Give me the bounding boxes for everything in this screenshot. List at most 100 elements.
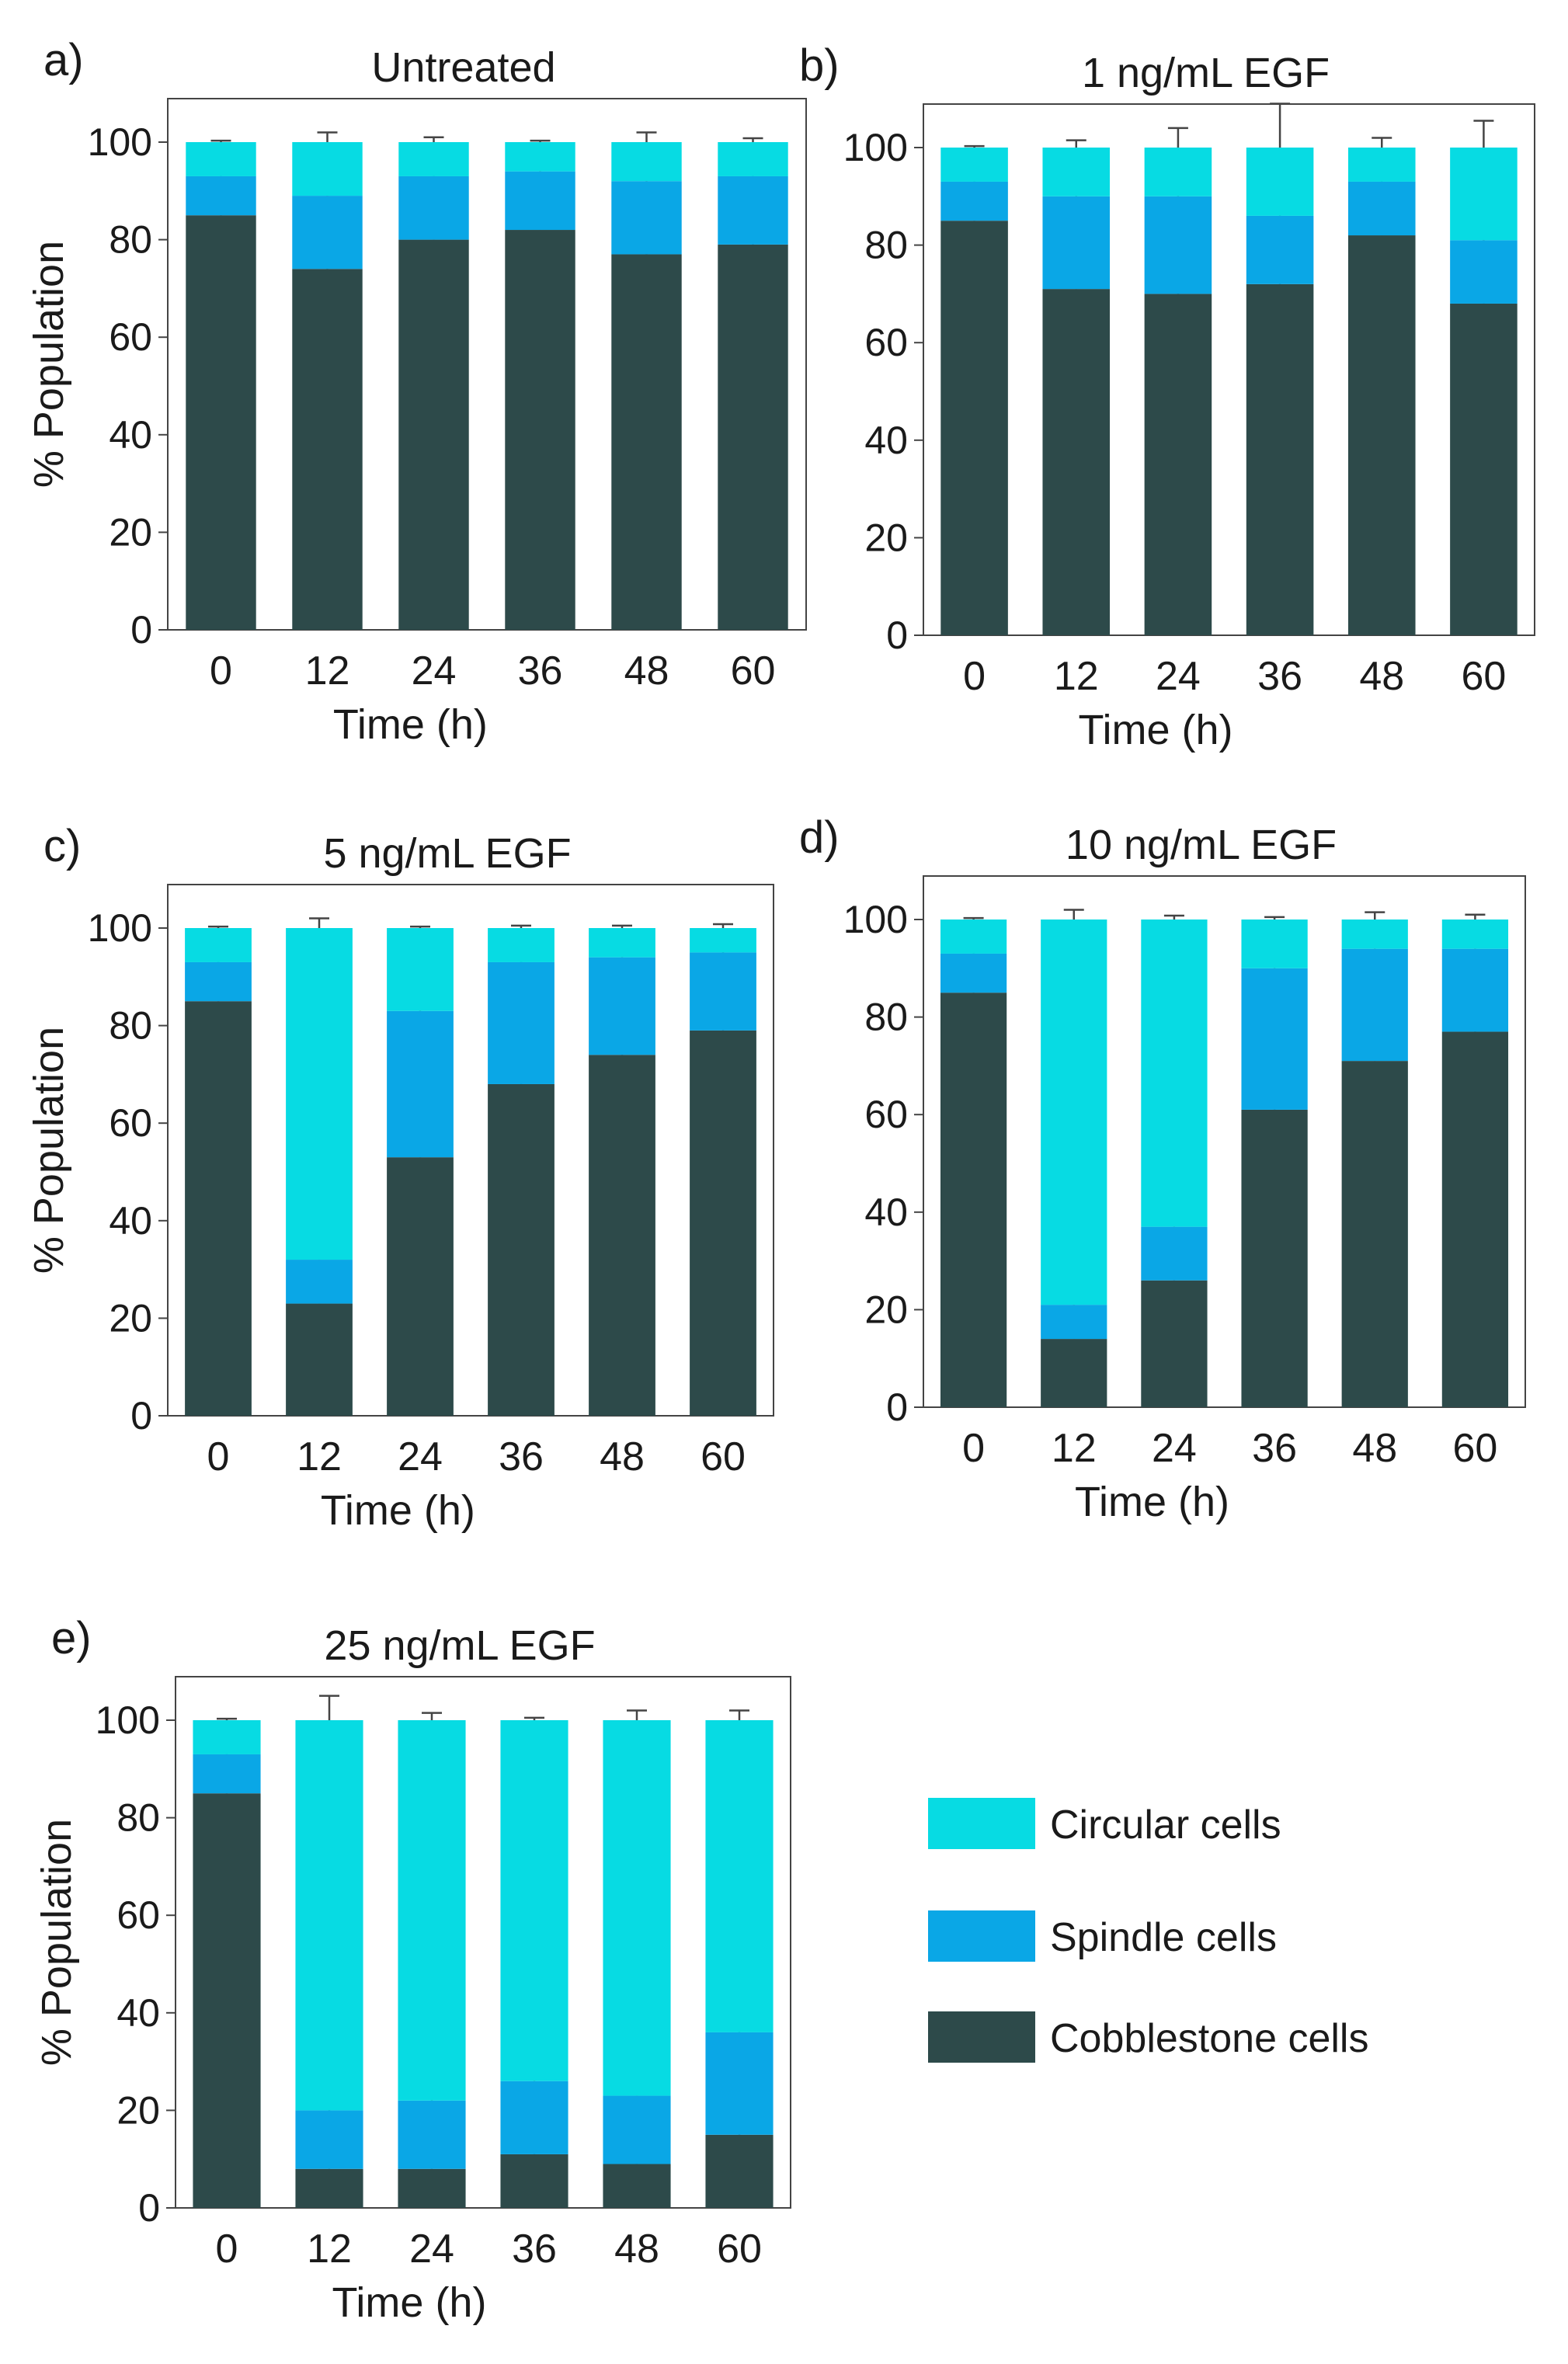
bar-spindle-24 xyxy=(387,1010,454,1158)
bar-circular-0 xyxy=(940,920,1007,954)
bar-circular-12 xyxy=(295,1720,363,2111)
bar-cobblestone-48 xyxy=(603,2164,671,2208)
panel-label: a) xyxy=(43,35,84,85)
x-tick-label: 24 xyxy=(1156,654,1201,699)
y-tick-label: 100 xyxy=(96,1698,160,1742)
bar-circular-48 xyxy=(589,928,655,958)
bar-spindle-12 xyxy=(1041,1305,1107,1340)
bar-spindle-36 xyxy=(500,2081,568,2154)
chart-title: 5 ng/mL EGF xyxy=(323,830,571,877)
bar-circular-36 xyxy=(1241,920,1308,968)
x-tick-label: 48 xyxy=(1359,654,1404,699)
legend-label-cobblestone: Cobblestone cells xyxy=(1050,2016,1368,2061)
y-tick-label: 80 xyxy=(116,1796,160,1840)
bar-circular-36 xyxy=(505,142,575,172)
bar-circular-12 xyxy=(286,928,353,1260)
x-tick-label: 36 xyxy=(1252,1426,1297,1471)
bar-circular-60 xyxy=(705,1720,774,2032)
bar-spindle-12 xyxy=(292,196,363,269)
chart-panel-b: 0 20 40 60 80 100 0 12 24 36 48 60 Time (h) 1 ng/mL E… xyxy=(799,40,1535,753)
plot-frame xyxy=(175,1676,791,2209)
bar-spindle-48 xyxy=(589,957,655,1055)
bar-circular-0 xyxy=(185,928,252,962)
bar-circular-48 xyxy=(603,1720,671,2096)
x-axis-label: Time (h) xyxy=(321,1487,475,1534)
x-tick-label: 0 xyxy=(963,654,986,699)
bar-spindle-0 xyxy=(940,181,1008,221)
bar-cobblestone-36 xyxy=(488,1083,555,1416)
x-tick-label: 36 xyxy=(512,2227,557,2272)
y-tick-label: 80 xyxy=(864,996,908,1039)
bar-cobblestone-0 xyxy=(185,1001,252,1416)
bar-circular-36 xyxy=(1246,148,1314,216)
bar-cobblestone-24 xyxy=(1144,294,1212,635)
x-tick-label: 36 xyxy=(518,648,563,694)
plot-frame xyxy=(167,98,807,631)
y-tick-label: 0 xyxy=(130,1394,152,1438)
x-tick-label: 60 xyxy=(1461,654,1506,699)
x-tick-label: 60 xyxy=(731,648,776,694)
bar-spindle-24 xyxy=(398,2100,466,2169)
x-tick-label: 0 xyxy=(962,1426,985,1471)
chart-panel-d: 0 20 40 60 80 100 0 12 24 36 48 60 Time (h) 10 ng/mL … xyxy=(799,812,1526,1525)
y-tick-label: 80 xyxy=(109,218,152,262)
bar-cobblestone-60 xyxy=(690,1030,756,1416)
x-axis-label: Time (h) xyxy=(1079,707,1233,753)
panel-label: b) xyxy=(799,40,840,91)
x-tick-label: 48 xyxy=(1352,1426,1397,1471)
bar-spindle-0 xyxy=(940,953,1007,993)
x-tick-label: 0 xyxy=(210,648,232,694)
x-tick-label: 24 xyxy=(412,648,457,694)
y-tick-label: 0 xyxy=(886,1385,908,1429)
x-tick-label: 60 xyxy=(1452,1426,1497,1471)
x-tick-label: 36 xyxy=(1257,654,1302,699)
bar-circular-48 xyxy=(1347,148,1416,182)
y-tick-label: 20 xyxy=(109,510,152,554)
bar-circular-48 xyxy=(611,142,682,182)
bar-spindle-24 xyxy=(1141,1226,1208,1281)
y-tick-label: 0 xyxy=(130,608,152,652)
bar-cobblestone-12 xyxy=(1042,289,1111,635)
bar-spindle-0 xyxy=(193,1754,261,1794)
bar-spindle-36 xyxy=(505,171,575,231)
bar-circular-24 xyxy=(1141,920,1208,1227)
legend-swatch-spindle xyxy=(928,1910,1035,1962)
bar-cobblestone-36 xyxy=(1241,1109,1308,1407)
y-tick-label: 40 xyxy=(864,419,908,462)
bar-spindle-48 xyxy=(1341,948,1408,1062)
bar-cobblestone-36 xyxy=(1246,283,1314,635)
bar-circular-24 xyxy=(1144,148,1212,196)
bar-circular-60 xyxy=(1450,148,1518,241)
bar-spindle-12 xyxy=(1042,196,1111,290)
y-tick-label: 100 xyxy=(843,898,908,941)
x-tick-label: 12 xyxy=(307,2227,352,2272)
y-tick-label: 80 xyxy=(109,1004,152,1048)
bar-spindle-48 xyxy=(1347,181,1416,236)
y-tick-label: 100 xyxy=(88,120,152,164)
y-tick-label: 60 xyxy=(109,315,152,359)
legend: Circular cells Spindle cells Cobblestone c… xyxy=(928,1798,1368,2063)
x-tick-label: 36 xyxy=(499,1434,544,1479)
bar-circular-0 xyxy=(193,1720,261,1754)
bar-spindle-48 xyxy=(603,2095,671,2164)
legend-swatch-cobblestone xyxy=(928,2011,1035,2063)
bar-cobblestone-12 xyxy=(286,1303,353,1416)
x-tick-label: 48 xyxy=(614,2227,659,2272)
y-tick-label: 0 xyxy=(138,2186,160,2230)
bar-spindle-60 xyxy=(690,952,756,1031)
y-tick-label: 0 xyxy=(886,614,908,657)
bar-spindle-24 xyxy=(398,176,469,240)
bar-spindle-60 xyxy=(1441,948,1509,1032)
bar-cobblestone-36 xyxy=(500,2154,568,2208)
y-tick-label: 20 xyxy=(109,1296,152,1340)
y-axis-label: % Population xyxy=(26,1027,72,1274)
y-tick-label: 100 xyxy=(88,906,152,950)
chart-title: 10 ng/mL EGF xyxy=(1066,822,1337,868)
bar-cobblestone-0 xyxy=(940,221,1008,635)
legend-swatch-circular xyxy=(928,1798,1035,1849)
bar-spindle-36 xyxy=(1246,215,1314,284)
bar-cobblestone-48 xyxy=(611,254,682,630)
y-axis-label: % Population xyxy=(33,1819,80,2066)
x-tick-label: 24 xyxy=(409,2227,454,2272)
